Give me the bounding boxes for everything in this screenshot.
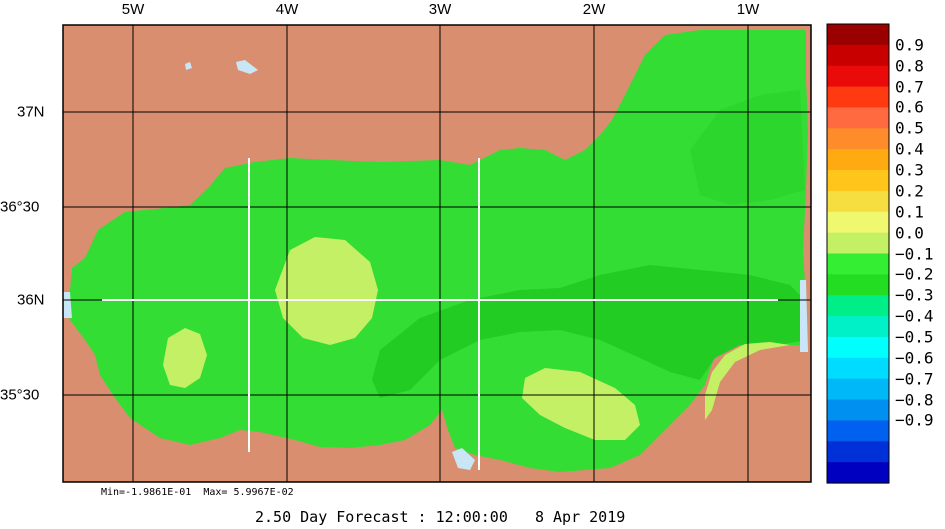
legend-value-label: 0.1 (895, 202, 924, 222)
legend-value-label: 0.3 (895, 160, 924, 180)
lat-label-36-30: 36°30 (0, 198, 40, 216)
legend-value-label: 0.9 (895, 35, 924, 55)
legend-swatch (827, 24, 889, 46)
legend-frame (826, 23, 890, 484)
legend-value-label: −0.8 (895, 390, 934, 410)
elevation-patch (163, 328, 207, 388)
legend-value-label: 0.4 (895, 139, 924, 159)
legend-swatch (827, 316, 889, 338)
legend-swatch (827, 295, 889, 317)
legend-value-label: 0.8 (895, 56, 924, 76)
legend-value-label: 0.7 (895, 77, 924, 97)
legend-value-label: 0.5 (895, 118, 924, 138)
lat-label-37n: 37N (17, 103, 45, 121)
forecast-caption: 2.50 Day Forecast : 12:00:00 8 Apr 2019 (255, 508, 626, 526)
legend-color-bar (827, 24, 889, 484)
legend-value-label: 0.6 (895, 97, 924, 117)
legend-swatch (827, 128, 889, 150)
legend-swatch (827, 44, 889, 67)
legend-value-label: −0.7 (895, 369, 934, 389)
lon-label-3w: 3W (428, 1, 452, 18)
min-max-readout: Min=-1.9861E-01 Max= 5.9967E-02 (101, 487, 294, 498)
legend-swatch (827, 336, 889, 359)
lon-label-2w: 2W (582, 1, 606, 18)
elevation-patch (275, 237, 378, 345)
lat-label-35-30: 35°30 (0, 386, 40, 404)
legend-value-label: −0.1 (895, 244, 934, 263)
legend-swatch (827, 420, 889, 442)
elevation-patch (522, 368, 640, 440)
legend-swatch (827, 462, 889, 484)
graticule (63, 25, 811, 482)
lat-label-36n: 36N (17, 291, 45, 309)
legend-swatch (827, 232, 889, 255)
shallow-water (236, 60, 258, 74)
legend-swatch (827, 211, 889, 234)
legend-value-label: −0.2 (895, 264, 934, 284)
section-lines (102, 158, 778, 470)
legend-swatch (827, 149, 889, 171)
legend-swatch (827, 378, 889, 401)
sea-darker-zone (372, 265, 805, 398)
legend-swatch (827, 253, 889, 275)
legend-swatch (827, 107, 889, 129)
legend-swatch (827, 399, 889, 422)
legend-swatch (827, 65, 889, 88)
legend-swatch (827, 441, 889, 463)
legend-value-label: −0.3 (895, 285, 934, 305)
legend-swatch (827, 357, 889, 380)
shallow-water (800, 280, 808, 352)
legend-value-label: 0.2 (895, 181, 924, 201)
lon-label-1w: 1W (736, 1, 760, 18)
legend-value-label: −0.5 (895, 327, 934, 347)
legend-value-label: 0.0 (895, 223, 924, 243)
shallow-water (63, 292, 72, 318)
legend-swatch (827, 190, 889, 213)
elevation-patch (705, 342, 790, 420)
legend-swatch (827, 86, 889, 109)
shallow-water (452, 448, 475, 470)
legend-value-label: −0.6 (895, 348, 934, 368)
lon-label-5w: 5W (121, 1, 145, 18)
shallow-water (185, 62, 192, 70)
map-frame (62, 24, 812, 483)
legend-value-label: −0.9 (895, 410, 934, 430)
lon-label-4w: 4W (275, 1, 299, 18)
legend-value-label: −0.4 (895, 306, 934, 326)
legend-swatch (827, 170, 889, 192)
legend-swatch (827, 274, 889, 296)
